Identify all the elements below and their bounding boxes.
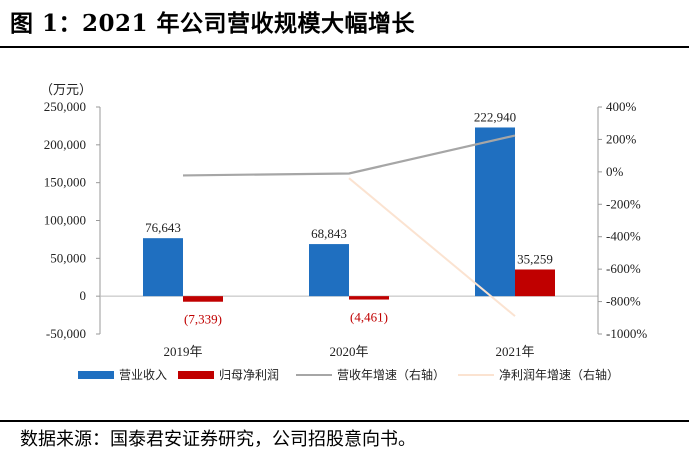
legend-label: 净利润年增速（右轴）	[499, 367, 619, 382]
right-tick-label: 0%	[606, 164, 624, 179]
title-divider	[0, 46, 689, 48]
bar-value-label: 68,843	[311, 226, 347, 241]
legend-swatch	[78, 371, 114, 379]
left-tick-label: 150,000	[44, 175, 86, 190]
left-tick-label: 0	[80, 288, 87, 303]
left-y-axis: -50,000 0 50,000 100,000 150,000 200,000 250,0…	[44, 99, 598, 341]
x-tick-label: 2020年	[329, 344, 368, 359]
left-tick-label: -50,000	[46, 326, 86, 341]
left-tick-label: 100,000	[44, 213, 86, 228]
x-tick-label: 2019年	[163, 344, 202, 359]
bar-value-label: (4,461)	[350, 310, 388, 325]
bar-revenue	[143, 238, 183, 297]
bar-value-label: (7,339)	[184, 312, 222, 327]
bar-net-profit	[183, 296, 223, 302]
bar-value-label: 35,259	[517, 251, 553, 266]
legend-label: 营收年增速（右轴）	[337, 367, 445, 382]
right-tick-label: -200%	[606, 196, 641, 211]
legend-label: 归母净利润	[219, 368, 279, 382]
left-tick-label: 200,000	[44, 137, 86, 152]
bar-series	[143, 127, 555, 302]
profit-growth-line	[348, 177, 516, 317]
x-axis: 2019年 2020年 2021年	[163, 344, 534, 359]
right-tick-label: 400%	[606, 99, 637, 114]
line-series	[182, 134, 516, 317]
bar-value-label: 76,643	[145, 220, 181, 235]
bar-revenue	[309, 244, 349, 297]
bar-net-profit	[349, 296, 389, 300]
right-tick-label: -400%	[606, 229, 641, 244]
x-tick-label: 2021年	[495, 344, 534, 359]
data-source: 数据来源：国泰君安证券研究，公司招股意向书。	[20, 429, 416, 450]
bar-value-label: 222,940	[474, 109, 516, 124]
revenue-profit-chart: -50,000 0 50,000 100,000 150,000 200,000 250,0…	[40, 82, 647, 382]
bar-net-profit	[515, 269, 555, 297]
bar-revenue	[475, 127, 515, 297]
right-tick-label: -800%	[606, 294, 641, 309]
unit-label: （万元）	[40, 82, 92, 97]
legend-swatch	[178, 371, 214, 379]
source-divider	[0, 420, 689, 422]
figure-title: 图 1：2021 年公司营收规模大幅增长	[10, 10, 416, 37]
right-tick-label: -1000%	[606, 326, 647, 341]
left-tick-label: 50,000	[50, 250, 86, 265]
revenue-growth-line	[182, 134, 516, 177]
right-y-axis: -1000% -800% -600% -400% -200% 0% 200% 400%	[597, 99, 647, 341]
data-labels: 76,643 68,843 222,940 (7,339) (4,461) 35,259	[145, 109, 553, 326]
chart-legend: 营业收入 归母净利润 营收年增速（右轴） 净利润年增速（右轴）	[78, 367, 619, 382]
right-tick-label: -600%	[606, 261, 641, 276]
legend-label: 营业收入	[119, 368, 167, 382]
left-tick-label: 250,000	[44, 99, 86, 114]
right-tick-label: 200%	[606, 131, 637, 146]
